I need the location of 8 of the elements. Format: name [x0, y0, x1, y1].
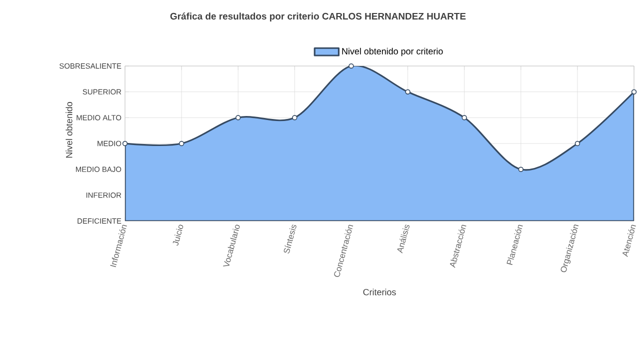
- x-tick-label: Atención: [622, 224, 636, 258]
- x-axis-title: Criterios: [363, 288, 396, 296]
- x-tick-label: Análisis: [397, 224, 410, 254]
- legend-label: Nivel obtenido por criterio: [342, 48, 443, 56]
- chart-title: Gráfica de resultados por criterio CARLOS HERNANDEZ HUARTE: [170, 12, 466, 22]
- x-tick-label: Juicio: [172, 224, 184, 246]
- x-tick-label: Síntesis: [284, 224, 296, 254]
- y-axis-title: Nivel obtenido: [66, 102, 72, 158]
